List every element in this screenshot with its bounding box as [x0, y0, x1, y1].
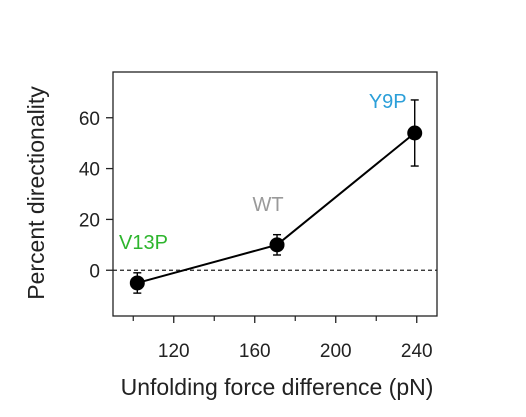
y-tick-label-60: 60 [79, 109, 100, 130]
axis-ticks: 0 20 40 60 120 160 200 240 [79, 109, 433, 362]
axes [112, 71, 438, 317]
data-marks: V13P WT Y9P [113, 91, 437, 294]
x-tick-label-160: 160 [239, 341, 271, 362]
y-tick-label-40: 40 [79, 160, 100, 181]
y-tick-label-20: 20 [79, 210, 100, 231]
data-point-y9p [407, 125, 423, 141]
x-tick-label-200: 200 [320, 341, 352, 362]
point-label-wt: WT [252, 194, 283, 216]
y-axis-title: Percent directionality [23, 86, 49, 300]
point-label-y9p: Y9P [369, 91, 407, 113]
point-label-v13p: V13P [119, 232, 168, 254]
data-point-v13p [129, 275, 145, 291]
y-tick-label-0: 0 [89, 261, 100, 282]
x-axis-title: Unfolding force difference (pN) [121, 374, 434, 400]
data-point-wt [269, 237, 285, 253]
plot-frame [112, 71, 438, 317]
x-tick-label-240: 240 [401, 341, 433, 362]
x-tick-label-120: 120 [158, 341, 190, 362]
